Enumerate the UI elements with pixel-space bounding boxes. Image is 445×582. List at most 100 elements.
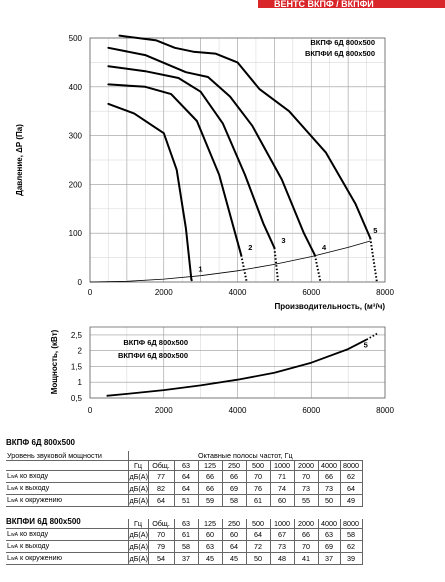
row-label-text: ко входу (17, 471, 49, 481)
x-tick-label: 4000 (229, 288, 247, 297)
table-cell: 77 (147, 470, 175, 484)
table-cell: 58 (339, 528, 363, 542)
system-curve (89, 240, 371, 283)
series-dotted-extension (313, 254, 322, 283)
level-label: Уровень звуковой мощности (7, 451, 102, 461)
column-header: 8000 (339, 519, 363, 530)
column-header: 125 (197, 519, 223, 530)
table-cell: 66 (221, 470, 247, 484)
series-dotted-extension (369, 237, 378, 283)
blank-cell (6, 519, 128, 529)
series-dotted-extension (366, 332, 379, 341)
table-cell: 60 (269, 494, 295, 508)
row-label-subscript: wA (11, 556, 18, 563)
row-label: LwA ко входу (6, 528, 129, 542)
brand-banner: ВЕНТС ВКПФ / ВКПФИ (258, 0, 445, 8)
column-header: 2000 (293, 460, 319, 472)
legend-item: ВКПФ 6Д 800x500 (310, 38, 375, 47)
y-tick-label: 400 (69, 83, 83, 92)
row-label-text: к окружению (17, 553, 63, 563)
plot-frame-1 (89, 37, 386, 283)
row-unit: дБ(А) (127, 528, 149, 542)
table-cell: 66 (293, 528, 319, 542)
column-header: 4000 (317, 460, 341, 472)
column-header: 63 (173, 460, 199, 472)
row-label-symbol: L (7, 483, 11, 493)
row-label-symbol: L (7, 541, 11, 551)
table-cell: 55 (293, 494, 319, 508)
y-tick-label: 1 (78, 378, 83, 387)
row-label: LwA ко входу (6, 470, 129, 484)
hz-label: Гц (127, 460, 149, 472)
table-cell: 66 (317, 470, 341, 484)
table-cell: 48 (269, 552, 295, 566)
table-cell: 37 (317, 552, 341, 566)
x-tick-label: 8000 (376, 288, 394, 297)
legend-item: ВКПФИ 6Д 800x500 (118, 351, 188, 360)
y-tick-label: 200 (69, 180, 83, 189)
table-cell: 45 (221, 552, 247, 566)
series-line (118, 34, 372, 240)
table-cell: 51 (173, 494, 199, 508)
x-tick-label: 2000 (155, 288, 173, 297)
table-cell: 64 (147, 494, 175, 508)
series-label: 3 (281, 236, 285, 245)
y-tick-label: 100 (69, 229, 83, 238)
x-tick-label: 0 (88, 406, 93, 415)
x-tick-label: 2000 (155, 406, 173, 415)
table-cell: 69 (317, 540, 341, 554)
row-unit: дБ(А) (127, 552, 149, 566)
table-cell: 66 (197, 482, 223, 496)
table-row: LwA ко входу дБ(А) 70 61 60 60 64 67 66 63 58 (6, 528, 363, 542)
y-tick-label: 1,5 (71, 362, 83, 371)
column-header: 8000 (339, 460, 363, 472)
table-cell: 60 (197, 528, 223, 542)
column-header: 1000 (269, 460, 295, 472)
table-row: LwA ко входу дБ(А) 77 64 66 66 70 71 70 66 62 (6, 470, 363, 484)
table-row: LwA к выходу дБ(А) 82 64 66 69 76 74 73 73 64 (6, 482, 363, 496)
legend-item: ВКПФ 6Д 800x500 (123, 338, 188, 347)
series-line (106, 338, 368, 397)
table2-title: ВКПФИ 6Д 800x500 (6, 517, 81, 526)
series-label: 2 (248, 243, 252, 252)
row-label-symbol: L (7, 471, 11, 481)
octave-header: Октавные полосы частот, Гц (127, 451, 363, 462)
row-unit: дБ(А) (127, 482, 149, 496)
plot-frame-2 (89, 326, 386, 399)
hz-label: Гц (127, 519, 149, 530)
table-cell: 73 (269, 540, 295, 554)
table-cell: 58 (173, 540, 199, 554)
x-tick-label: 8000 (376, 406, 394, 415)
table-cell: 66 (197, 470, 223, 484)
column-header: Общ. (147, 460, 175, 472)
y-tick-label: 0 (78, 278, 83, 287)
column-header: 1000 (269, 519, 295, 530)
table-cell: 64 (339, 482, 363, 496)
table-cell: 73 (317, 482, 341, 496)
table-cell: 37 (173, 552, 199, 566)
row-label-text: к выходу (17, 483, 50, 493)
table-cell: 50 (245, 552, 271, 566)
x-tick-label: 4000 (229, 406, 247, 415)
table-cell: 70 (293, 470, 319, 484)
table-row: LwA к окружению дБ(А) 64 51 59 58 61 60 55 50 49 (6, 494, 363, 508)
table-cell: 41 (293, 552, 319, 566)
series-line (107, 83, 243, 257)
y-tick-label: 2 (78, 347, 83, 356)
table-cell: 69 (221, 482, 247, 496)
series-dotted-extension (273, 247, 280, 283)
y-axis-title: Давление, ΔP (Па) (15, 124, 24, 196)
row-label: LwA к выходу (6, 482, 129, 496)
column-header: Общ. (147, 519, 175, 530)
table-cell: 70 (147, 528, 175, 542)
row-label-text: к окружению (17, 495, 63, 505)
table-cell: 74 (269, 482, 295, 496)
table-cell: 70 (293, 540, 319, 554)
y-tick-label: 300 (69, 132, 83, 141)
table-cell: 64 (173, 482, 199, 496)
table-row: LwA к выходу дБ(А) 79 58 63 64 72 73 70 69 62 (6, 540, 363, 554)
series-line (107, 102, 193, 281)
row-label: LwA к выходу (6, 540, 129, 554)
table-cell: 62 (339, 540, 363, 554)
